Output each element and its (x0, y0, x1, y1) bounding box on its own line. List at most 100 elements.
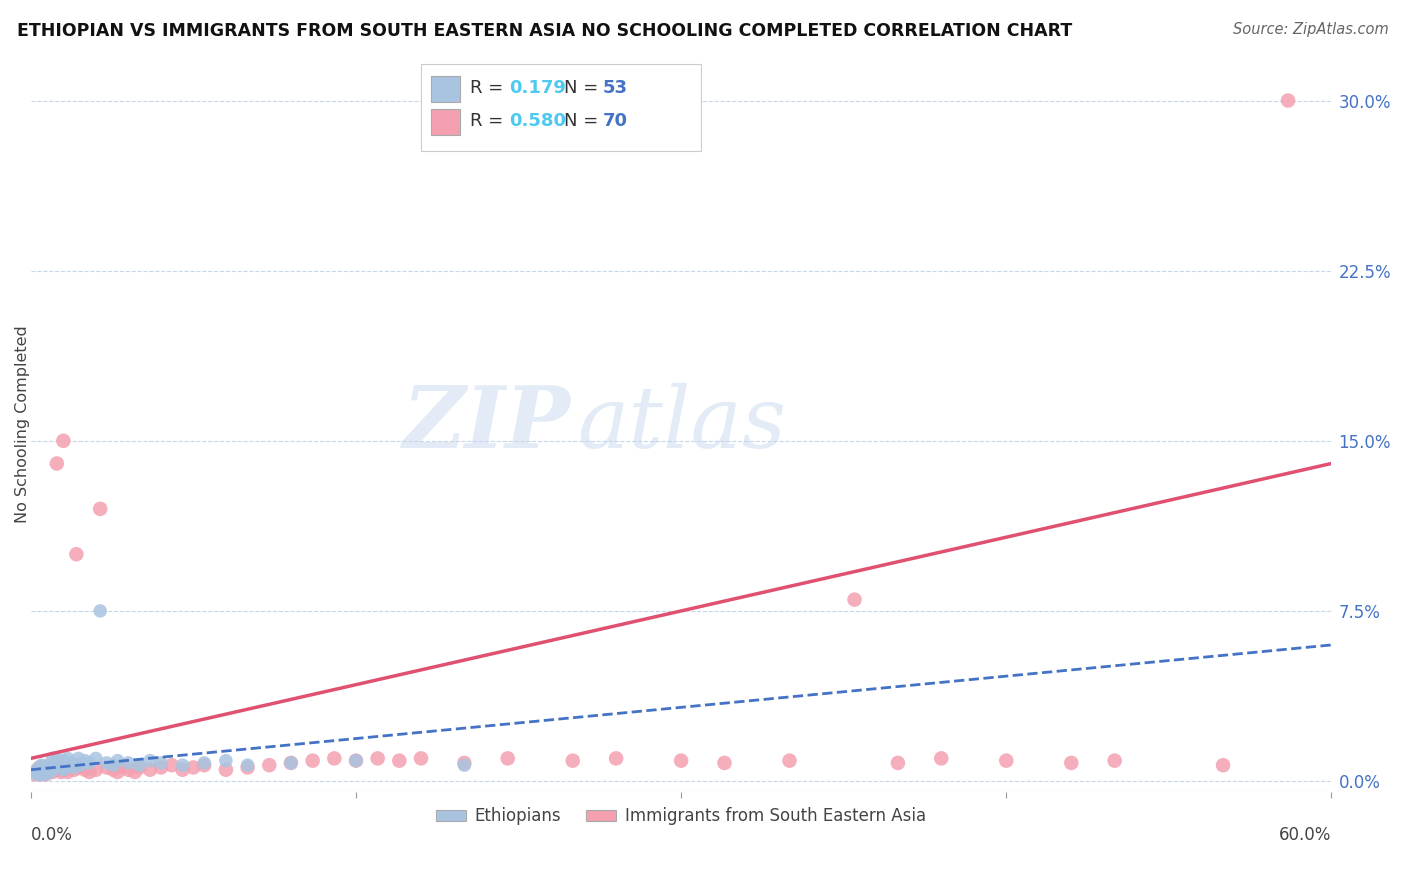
Point (779, 754, 801, 768)
Point (35, 760, 58, 774)
Point (149, 760, 172, 774)
Point (31, 764, 53, 779)
Point (367, 751, 389, 765)
Point (51, 756, 73, 770)
Point (128, 760, 150, 774)
Point (453, 758, 475, 772)
Point (63, 760, 86, 774)
Point (44, 760, 66, 774)
Point (73, 763, 96, 777)
Point (172, 763, 194, 777)
Point (236, 758, 259, 772)
Point (32, 763, 55, 777)
Point (73, 754, 96, 768)
Point (89, 501, 111, 516)
Point (1277, 94, 1299, 108)
Point (27, 767, 49, 781)
Legend: Ethiopians, Immigrants from South Eastern Asia: Ethiopians, Immigrants from South Easter… (430, 801, 932, 832)
Text: 0.179: 0.179 (509, 79, 567, 97)
Point (929, 751, 952, 765)
Point (323, 751, 346, 765)
Point (193, 756, 215, 770)
Point (84, 763, 107, 777)
Point (56, 751, 79, 765)
Point (28, 760, 51, 774)
Point (24, 767, 46, 781)
Point (713, 756, 735, 770)
Point (45, 760, 67, 774)
Point (344, 754, 367, 768)
Point (37, 758, 59, 772)
Point (31, 763, 53, 777)
Point (84, 751, 107, 765)
Point (96, 756, 118, 770)
Point (32, 764, 55, 779)
Point (35, 767, 58, 781)
Point (67, 751, 90, 765)
Point (27, 764, 49, 779)
FancyBboxPatch shape (432, 76, 460, 102)
Point (561, 754, 583, 768)
Text: N =: N = (564, 112, 605, 130)
Point (139, 763, 162, 777)
Point (51, 764, 73, 779)
Point (39, 760, 62, 774)
Point (37, 763, 59, 777)
Point (44, 756, 66, 770)
Text: atlas: atlas (576, 383, 786, 465)
Point (67, 760, 90, 774)
Point (56, 764, 79, 779)
Point (128, 758, 150, 772)
Point (52, 763, 75, 777)
Point (605, 751, 627, 765)
Text: N =: N = (564, 79, 605, 97)
Point (31, 767, 53, 781)
Point (111, 760, 134, 774)
Point (31, 758, 53, 772)
Point (995, 754, 1018, 768)
Point (301, 754, 323, 768)
Point (453, 756, 475, 770)
Text: 60.0%: 60.0% (1279, 826, 1331, 844)
Point (107, 764, 129, 779)
Point (39, 764, 62, 779)
Point (35, 760, 58, 774)
Point (28, 760, 51, 774)
Point (69, 758, 91, 772)
Point (124, 764, 146, 779)
Point (31, 760, 53, 774)
Point (27, 763, 49, 777)
Point (409, 751, 432, 765)
Text: R =: R = (471, 79, 509, 97)
Point (107, 754, 129, 768)
Point (60, 756, 83, 770)
Point (496, 751, 519, 765)
Point (79, 756, 101, 770)
Text: 53: 53 (603, 79, 628, 97)
Point (31, 764, 53, 779)
Point (45, 751, 67, 765)
Text: 0.0%: 0.0% (31, 826, 73, 844)
Point (32, 764, 55, 779)
Point (39, 760, 62, 774)
Point (52, 434, 75, 448)
Point (183, 760, 205, 774)
Point (193, 758, 215, 772)
Text: ETHIOPIAN VS IMMIGRANTS FROM SOUTH EASTERN ASIA NO SCHOOLING COMPLETED CORRELATI: ETHIOPIAN VS IMMIGRANTS FROM SOUTH EASTE… (17, 22, 1073, 40)
Point (37, 763, 59, 777)
Point (388, 754, 411, 768)
Point (55, 763, 77, 777)
Text: ZIP: ZIP (402, 382, 571, 466)
Point (215, 754, 238, 768)
Text: Source: ZipAtlas.com: Source: ZipAtlas.com (1233, 22, 1389, 37)
Text: 70: 70 (603, 112, 628, 130)
Point (259, 758, 281, 772)
Point (28, 767, 51, 781)
FancyBboxPatch shape (420, 64, 700, 151)
Point (55, 760, 77, 774)
Point (103, 763, 125, 777)
Point (215, 763, 238, 777)
Point (31, 763, 53, 777)
Point (79, 764, 101, 779)
Point (59, 758, 82, 772)
